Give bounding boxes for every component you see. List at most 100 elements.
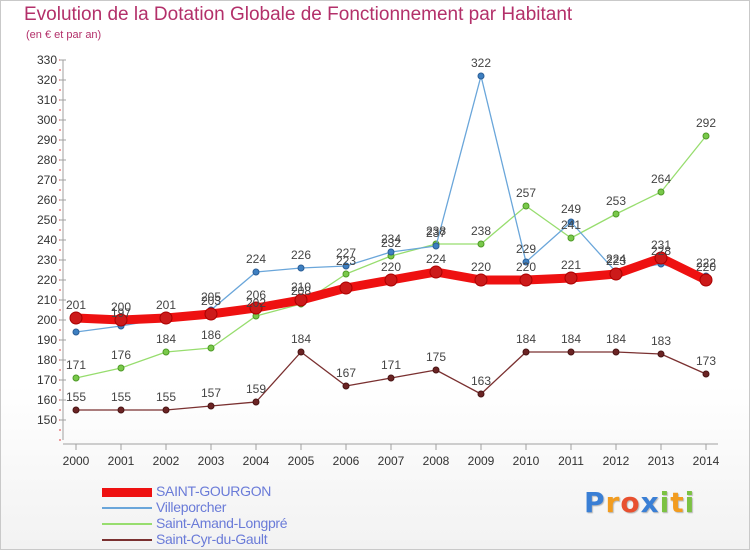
data-point [477,390,485,398]
logo-letter: t [670,486,685,519]
x-tick-label: 2002 [153,454,180,468]
data-label: 176 [111,348,131,362]
legend-swatch [102,539,152,541]
data-label: 237 [426,226,446,240]
data-point [609,267,623,281]
data-point [117,364,125,372]
x-tick-label: 2013 [648,454,675,468]
data-label: 171 [381,358,401,372]
logo-letter: x [640,486,660,519]
data-point [702,370,710,378]
y-tick-label: 280 [37,153,57,167]
data-point [204,307,218,321]
data-label: 223 [606,254,626,268]
data-label: 264 [651,172,671,186]
y-tick-label: 180 [37,353,57,367]
data-label: 159 [246,382,266,396]
y-tick-label: 210 [37,293,57,307]
logo-letter: r [605,486,621,519]
y-tick-label: 220 [37,273,57,287]
data-label: 197 [111,306,131,320]
legend-swatch [102,523,152,525]
data-label: 184 [606,332,626,346]
data-point [522,202,530,210]
data-label: 163 [471,374,491,388]
y-tick-label: 270 [37,173,57,187]
data-point [342,262,350,270]
y-tick-label: 300 [37,113,57,127]
data-label: 220 [516,260,536,274]
data-point [387,248,395,256]
data-label: 221 [561,258,581,272]
data-label: 200 [111,300,131,314]
data-point [657,188,665,196]
y-tick-label: 200 [37,313,57,327]
data-label: 184 [561,332,581,346]
data-point [72,374,80,382]
y-tick-label: 250 [37,213,57,227]
data-point [342,270,350,278]
data-label: 155 [156,390,176,404]
data-point [429,265,443,279]
chart-subtitle: (en € et par an) [26,29,102,41]
data-label: 257 [516,186,536,200]
data-label: 220 [696,260,716,274]
data-point [702,132,710,140]
data-point [72,406,80,414]
data-label: 224 [246,252,266,266]
data-point [342,382,350,390]
data-point [384,273,398,287]
data-label: 222 [696,256,716,270]
data-point [564,271,578,285]
data-point [252,268,260,276]
data-point [432,366,440,374]
data-label: 155 [111,390,131,404]
data-label: 201 [66,298,86,312]
data-point [207,402,215,410]
data-label: 201 [156,298,176,312]
data-point [297,264,305,272]
proxiti-logo: Proxiti [584,486,695,519]
data-point [387,374,395,382]
data-label: 253 [606,194,626,208]
data-label: 229 [516,242,536,256]
data-point [72,328,80,336]
legend-label: Villeporcher [156,499,227,515]
data-label: 186 [201,328,221,342]
y-tick-label: 290 [37,133,57,147]
data-label: 292 [696,116,716,130]
x-tick-label: 2007 [378,454,405,468]
data-label: 241 [561,218,581,232]
x-tick-label: 2008 [423,454,450,468]
data-label: 224 [426,252,446,266]
data-point [477,240,485,248]
y-tick-label: 160 [37,393,57,407]
data-label: 206 [246,288,266,302]
y-tick-label: 240 [37,233,57,247]
data-label: 184 [156,332,176,346]
x-tick-label: 2000 [63,454,90,468]
y-tick-label: 310 [37,93,57,107]
y-tick-label: 330 [37,53,57,67]
legend-label: Saint-Cyr-du-Gault [156,531,268,547]
data-point [567,218,575,226]
data-label: 167 [336,366,356,380]
logo-letter: i [684,486,696,519]
data-label: 202 [246,296,266,310]
data-point [432,242,440,250]
data-point [249,301,263,315]
data-label: 238 [426,224,446,238]
data-label: 231 [651,238,671,252]
data-point [297,348,305,356]
data-point [567,348,575,356]
x-tick-label: 2003 [198,454,225,468]
x-tick-label: 2005 [288,454,315,468]
x-tick-label: 2010 [513,454,540,468]
data-point [522,348,530,356]
data-point [207,344,215,352]
data-point [657,350,665,358]
logo-letter: P [584,486,606,519]
data-label: 226 [291,248,311,262]
data-label: 208 [291,284,311,298]
